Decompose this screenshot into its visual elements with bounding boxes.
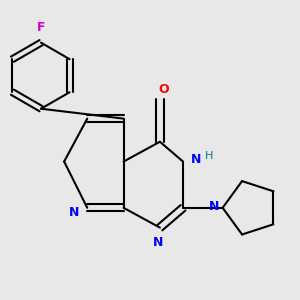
Text: N: N bbox=[153, 236, 164, 249]
Text: O: O bbox=[158, 82, 169, 95]
Text: F: F bbox=[37, 21, 45, 34]
Text: N: N bbox=[209, 200, 219, 213]
Text: N: N bbox=[191, 153, 202, 167]
Text: N: N bbox=[69, 206, 79, 219]
Text: H: H bbox=[205, 151, 213, 160]
